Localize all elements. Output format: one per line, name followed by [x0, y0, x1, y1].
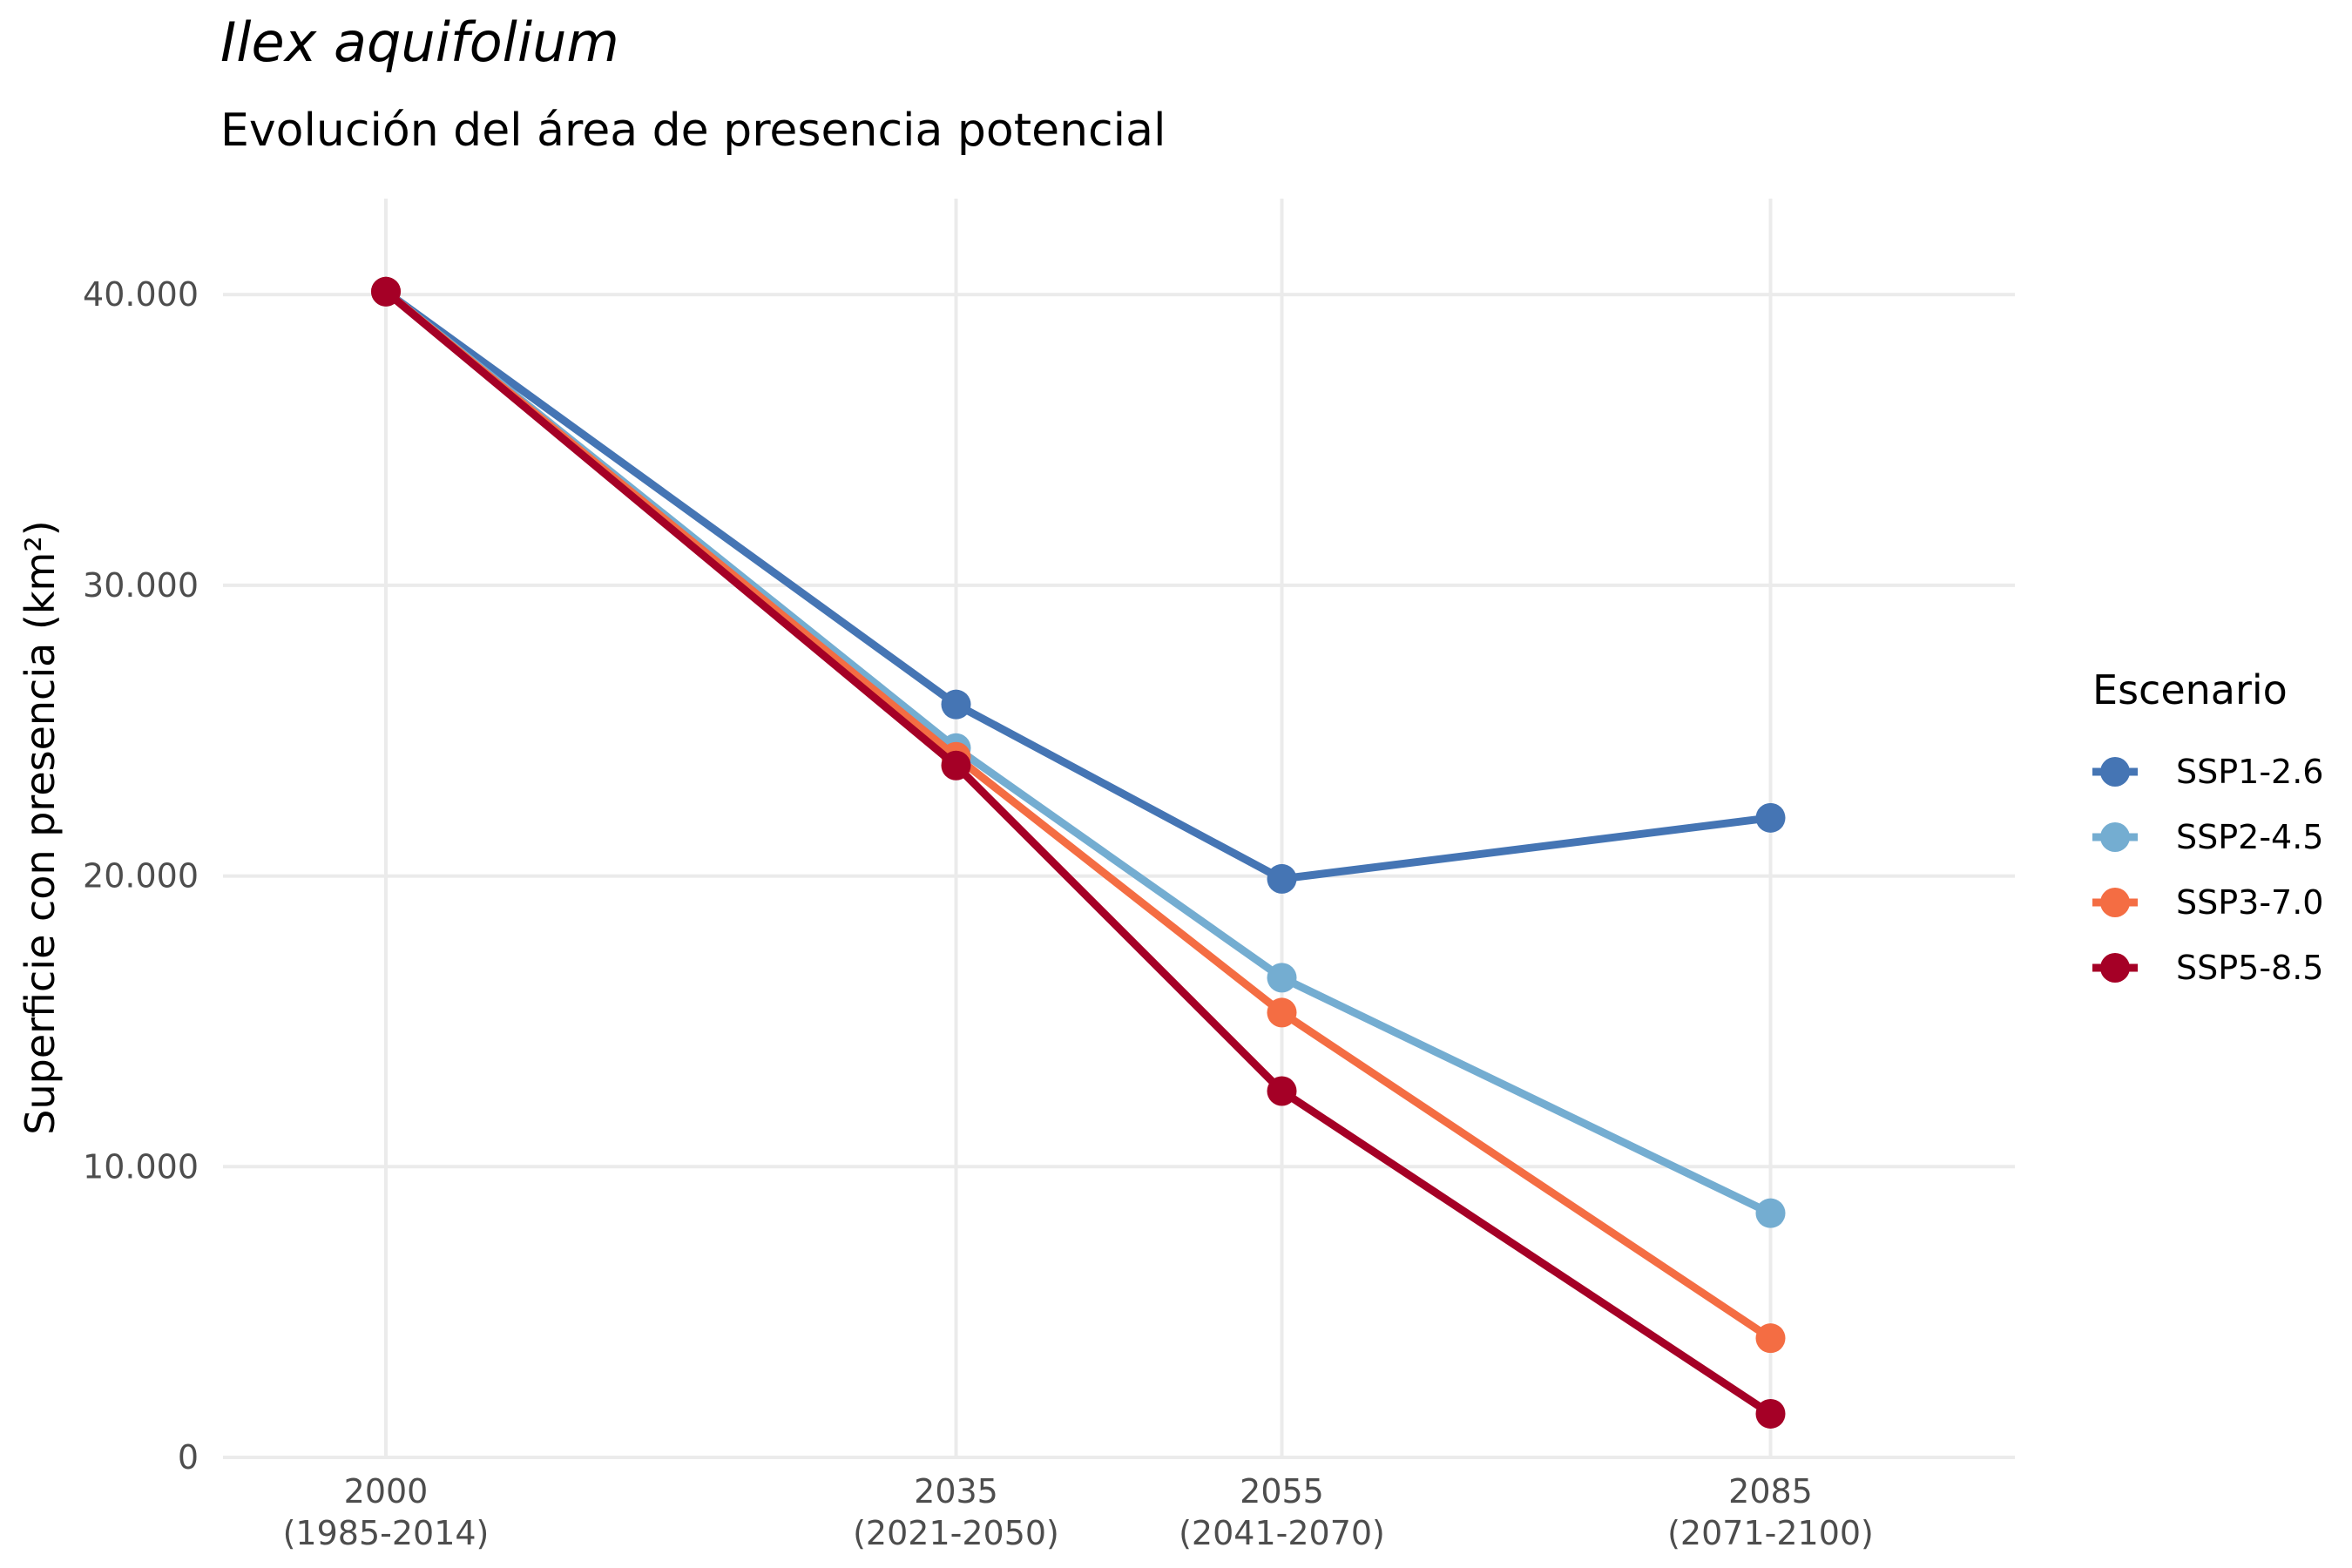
y-tick-label: 30.000	[83, 566, 199, 605]
legend-key-point	[2100, 953, 2130, 983]
series-group	[371, 276, 1786, 1429]
data-point	[1755, 802, 1786, 833]
legend-item: SSP2-4.5	[2092, 818, 2323, 856]
data-point	[1267, 863, 1297, 894]
y-axis: 0 10.000 20.000 30.000 40.000	[83, 275, 199, 1477]
data-point	[1267, 1076, 1297, 1106]
chart-subtitle: Evolución del área de presencia potencia…	[220, 105, 1166, 157]
data-point	[371, 276, 401, 307]
legend-key-point	[2100, 888, 2130, 917]
data-point	[1267, 997, 1297, 1028]
y-axis-title: Superficie con presencia (km²)	[17, 520, 64, 1134]
data-point	[1755, 1398, 1786, 1429]
data-point	[1755, 1198, 1786, 1228]
series-line	[383, 288, 1773, 1342]
legend-key-point	[2100, 757, 2130, 787]
y-tick-label: 10.000	[83, 1147, 199, 1186]
chart-title: Ilex aquifolium	[220, 10, 619, 74]
legend-label: SSP2-4.5	[2176, 818, 2323, 856]
series-ssp5-8.5	[371, 276, 1786, 1429]
legend-item: SSP1-2.6	[2092, 753, 2323, 791]
series-ssp2-4.5	[371, 276, 1786, 1228]
x-tick-label: 2000 (1985-2014)	[283, 1472, 490, 1552]
y-tick-label: 0	[178, 1438, 199, 1477]
legend-label: SSP1-2.6	[2176, 753, 2323, 791]
legend-item: SSP3-7.0	[2092, 883, 2323, 922]
legend: Escenario SSP1-2.6 SSP2-4.5 SSP3-7.0 SSP5-8.…	[2092, 666, 2323, 987]
legend-item: SSP5-8.5	[2092, 949, 2323, 987]
y-tick-label: 40.000	[83, 275, 199, 314]
series-line	[383, 288, 1772, 883]
grid	[223, 199, 2015, 1459]
legend-key-point	[2100, 822, 2130, 852]
y-tick-label: 20.000	[83, 857, 199, 896]
legend-label: SSP5-8.5	[2176, 949, 2323, 987]
data-point	[941, 689, 971, 720]
x-tick-label: 2035 (2021-2050)	[853, 1472, 1059, 1552]
x-tick-label: 2085 (2071-2100)	[1667, 1472, 1874, 1552]
x-axis: 2000 (1985-2014) 2035 (2021-2050) 2055 (2041-…	[283, 1472, 1874, 1552]
data-point	[941, 750, 971, 781]
legend-label: SSP3-7.0	[2176, 883, 2323, 922]
series-line	[383, 288, 1773, 1417]
series-line	[383, 288, 1773, 1217]
x-tick-label: 2055 (2041-2070)	[1179, 1472, 1385, 1552]
data-point	[1755, 1323, 1786, 1354]
legend-title: Escenario	[2092, 666, 2288, 713]
data-point	[1267, 963, 1297, 993]
